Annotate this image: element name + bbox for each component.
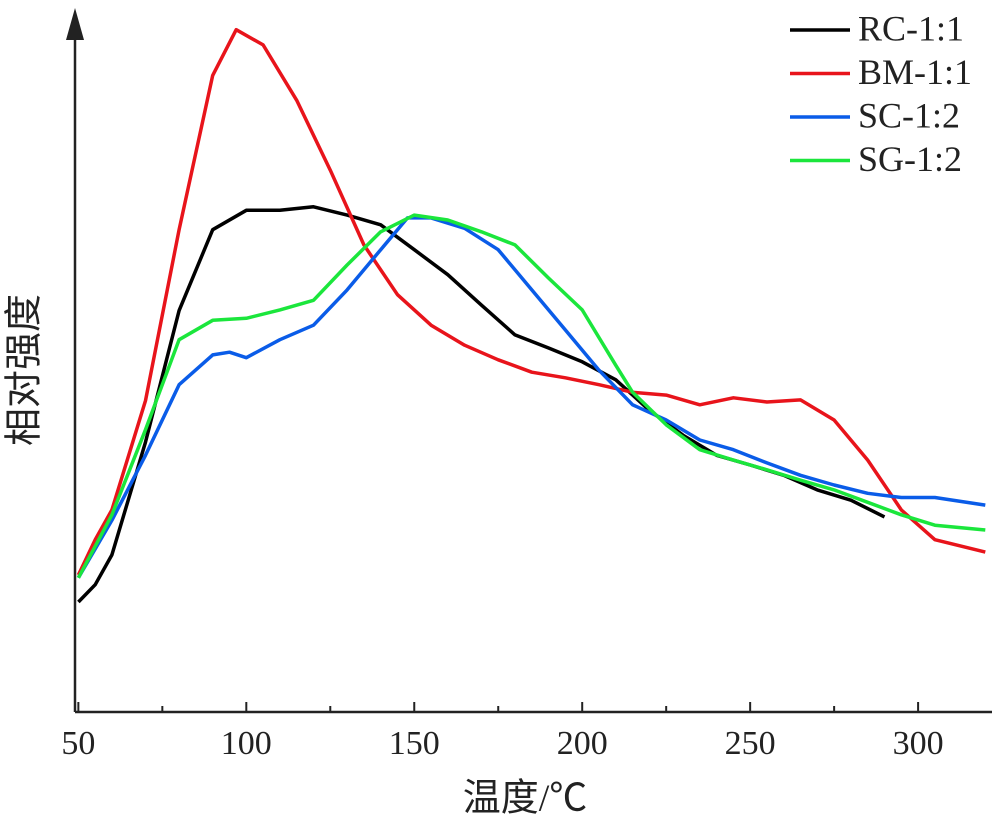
series-line [76,27,986,576]
x-tick-label: 300 [893,725,944,762]
x-axis-label: 温度/℃ [463,778,588,820]
x-tick-label: 250 [725,725,776,762]
series-line [76,213,986,579]
legend-label: SG-1:2 [858,139,962,179]
legend-label: SC-1:2 [858,95,960,135]
x-tick-label: 200 [557,725,608,762]
legend-label: RC-1:1 [858,8,964,48]
y-axis-label: 相对强度 [4,294,46,446]
y-axis-arrow [66,8,84,40]
x-tick-label: 50 [61,725,95,762]
series-line [76,216,986,579]
x-tick-label: 100 [221,725,272,762]
legend-label: BM-1:1 [858,52,972,92]
series-line [77,205,886,604]
x-tick-label: 150 [389,725,440,762]
